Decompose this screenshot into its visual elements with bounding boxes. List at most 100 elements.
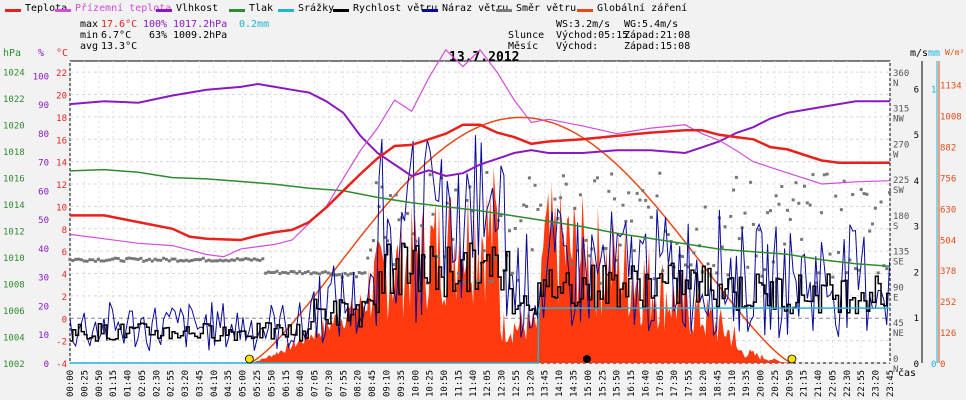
tick-rad-9: 1134: [940, 82, 962, 92]
tick-humidity-10: 100: [33, 72, 49, 82]
stat-rain: 0.2mm: [239, 19, 270, 30]
wind-dir-dot: [451, 237, 455, 241]
wind-dir-dot: [77, 257, 81, 261]
wind-dir-dot: [567, 256, 571, 260]
stat-wind-gust: WG:5.4m/s: [624, 19, 679, 30]
tick-winddir-lbl-4: S: [893, 222, 898, 232]
x-tick-label-50: 20:50: [785, 370, 795, 397]
wind-dir-dot: [147, 257, 151, 261]
x-tick-label-17: 07:05: [311, 370, 321, 397]
tick-humidity-3: 30: [38, 274, 49, 284]
wind-dir-dot: [788, 217, 792, 221]
unit-wm: W/m²: [945, 48, 965, 57]
wind-dir-dot: [125, 257, 129, 261]
wind-dir-dot: [366, 256, 370, 260]
wind-dir-dot: [343, 271, 347, 275]
wind-dir-dot: [729, 214, 733, 218]
wind-dir-dot: [559, 196, 563, 200]
radiation-measured-area: [249, 167, 792, 363]
tick-pressure-11: 1024: [3, 69, 25, 79]
wind-dir-dot: [723, 225, 727, 229]
wind-dir-dot: [851, 193, 855, 197]
wind-dir-dot: [808, 203, 812, 207]
wind-dir-dot: [227, 259, 231, 263]
legend-swatch-5: [333, 9, 349, 12]
wind-dir-dot: [318, 272, 322, 276]
tick-winddir-lbl-7: NW: [893, 115, 904, 125]
wind-dir-dot: [139, 256, 143, 260]
x-tick-label-19: 07:55: [339, 370, 349, 397]
wind-dir-dot: [363, 271, 367, 275]
wind-dir-dot: [201, 256, 205, 260]
wind-dir-dot: [578, 193, 582, 197]
tick-pressure-8: 1018: [3, 148, 25, 158]
wind-dir-dot: [420, 224, 424, 228]
wind-dir-dot: [763, 268, 767, 272]
tick-humidity-8: 80: [38, 130, 49, 140]
wind-dir-dot: [267, 270, 271, 274]
unit-pct: %: [38, 48, 45, 59]
wind-dir-dot: [414, 239, 418, 243]
tick-temp-3: 2: [62, 293, 67, 303]
x-tick-label-27: 11:15: [454, 370, 464, 397]
stat-avg-label: avg: [80, 41, 99, 52]
wind-dir-dot: [210, 259, 214, 263]
tick-humidity-2: 20: [38, 302, 49, 312]
stat-min-temp: 6.7°C: [101, 30, 132, 41]
tick-winddir-2: 90: [893, 283, 904, 293]
tick-humidity-6: 60: [38, 187, 49, 197]
wind-dir-dot: [428, 173, 432, 177]
wind-dir-dot: [720, 245, 724, 249]
x-tick-label-15: 06:15: [282, 370, 292, 397]
legend-swatch-3: [229, 9, 245, 12]
unit-degc: °C: [56, 48, 69, 59]
stat-max-humidity: 100%: [143, 19, 168, 30]
wind-dir-dot: [111, 257, 115, 261]
wind-dir-dot: [862, 192, 866, 196]
tick-temp-0: -4: [56, 360, 67, 370]
wind-dir-dot: [766, 211, 770, 215]
wind-dir-dot: [142, 259, 146, 263]
stat-wind-speed: WS:3.2m/s: [556, 19, 611, 30]
wind-dir-dot: [354, 275, 358, 279]
x-tick-label-11: 04:35: [224, 370, 234, 397]
legend-swatch-1: [55, 9, 71, 12]
wind-dir-dot: [162, 256, 166, 260]
wind-dir-dot: [777, 202, 781, 206]
x-tick-label-48: 20:00: [757, 370, 767, 397]
legend-swatch-4: [278, 9, 294, 12]
pressure-line: [69, 168, 891, 268]
wind-dir-dot: [797, 201, 801, 205]
wind-dir-dot: [817, 271, 821, 275]
wind-dir-dot: [397, 218, 401, 222]
tick-winddir-7: 315: [893, 105, 909, 115]
wind-dir-dot: [102, 259, 106, 263]
stat-sun-label: Slunce: [508, 30, 545, 41]
wind-dir-dot: [683, 263, 687, 267]
wind-dir-dot: [519, 219, 523, 223]
legend-swatch-8: [577, 9, 593, 12]
wind-dir-dot: [232, 258, 236, 262]
wind-dir-dot: [411, 232, 415, 236]
wind-dir-dot: [255, 258, 259, 262]
wind-dir-dot: [181, 259, 185, 263]
x-tick-label-24: 10:00: [411, 370, 421, 397]
tick-rad-6: 756: [940, 174, 956, 184]
wind-dir-dot: [136, 257, 140, 261]
wind-dir-dot: [888, 191, 892, 195]
x-tick-label-38: 15:50: [613, 370, 623, 397]
wind-dir-dot: [493, 256, 497, 260]
wind-dir-dot: [303, 271, 307, 275]
wind-dir-dot: [164, 257, 168, 261]
x-tick-label-0: 00:00: [66, 370, 76, 397]
wind-dir-dot: [85, 259, 89, 263]
wind-dir-dot: [329, 272, 333, 276]
wind-dir-dot: [71, 259, 75, 263]
tick-pressure-0: 1002: [3, 360, 25, 370]
x-tick-label-26: 10:50: [440, 370, 450, 397]
tick-winddir-6: 270: [893, 140, 909, 150]
tick-winddir-3: 135: [893, 248, 909, 258]
tick-wind-2: 2: [914, 268, 919, 278]
wind-dir-dot: [454, 188, 458, 192]
